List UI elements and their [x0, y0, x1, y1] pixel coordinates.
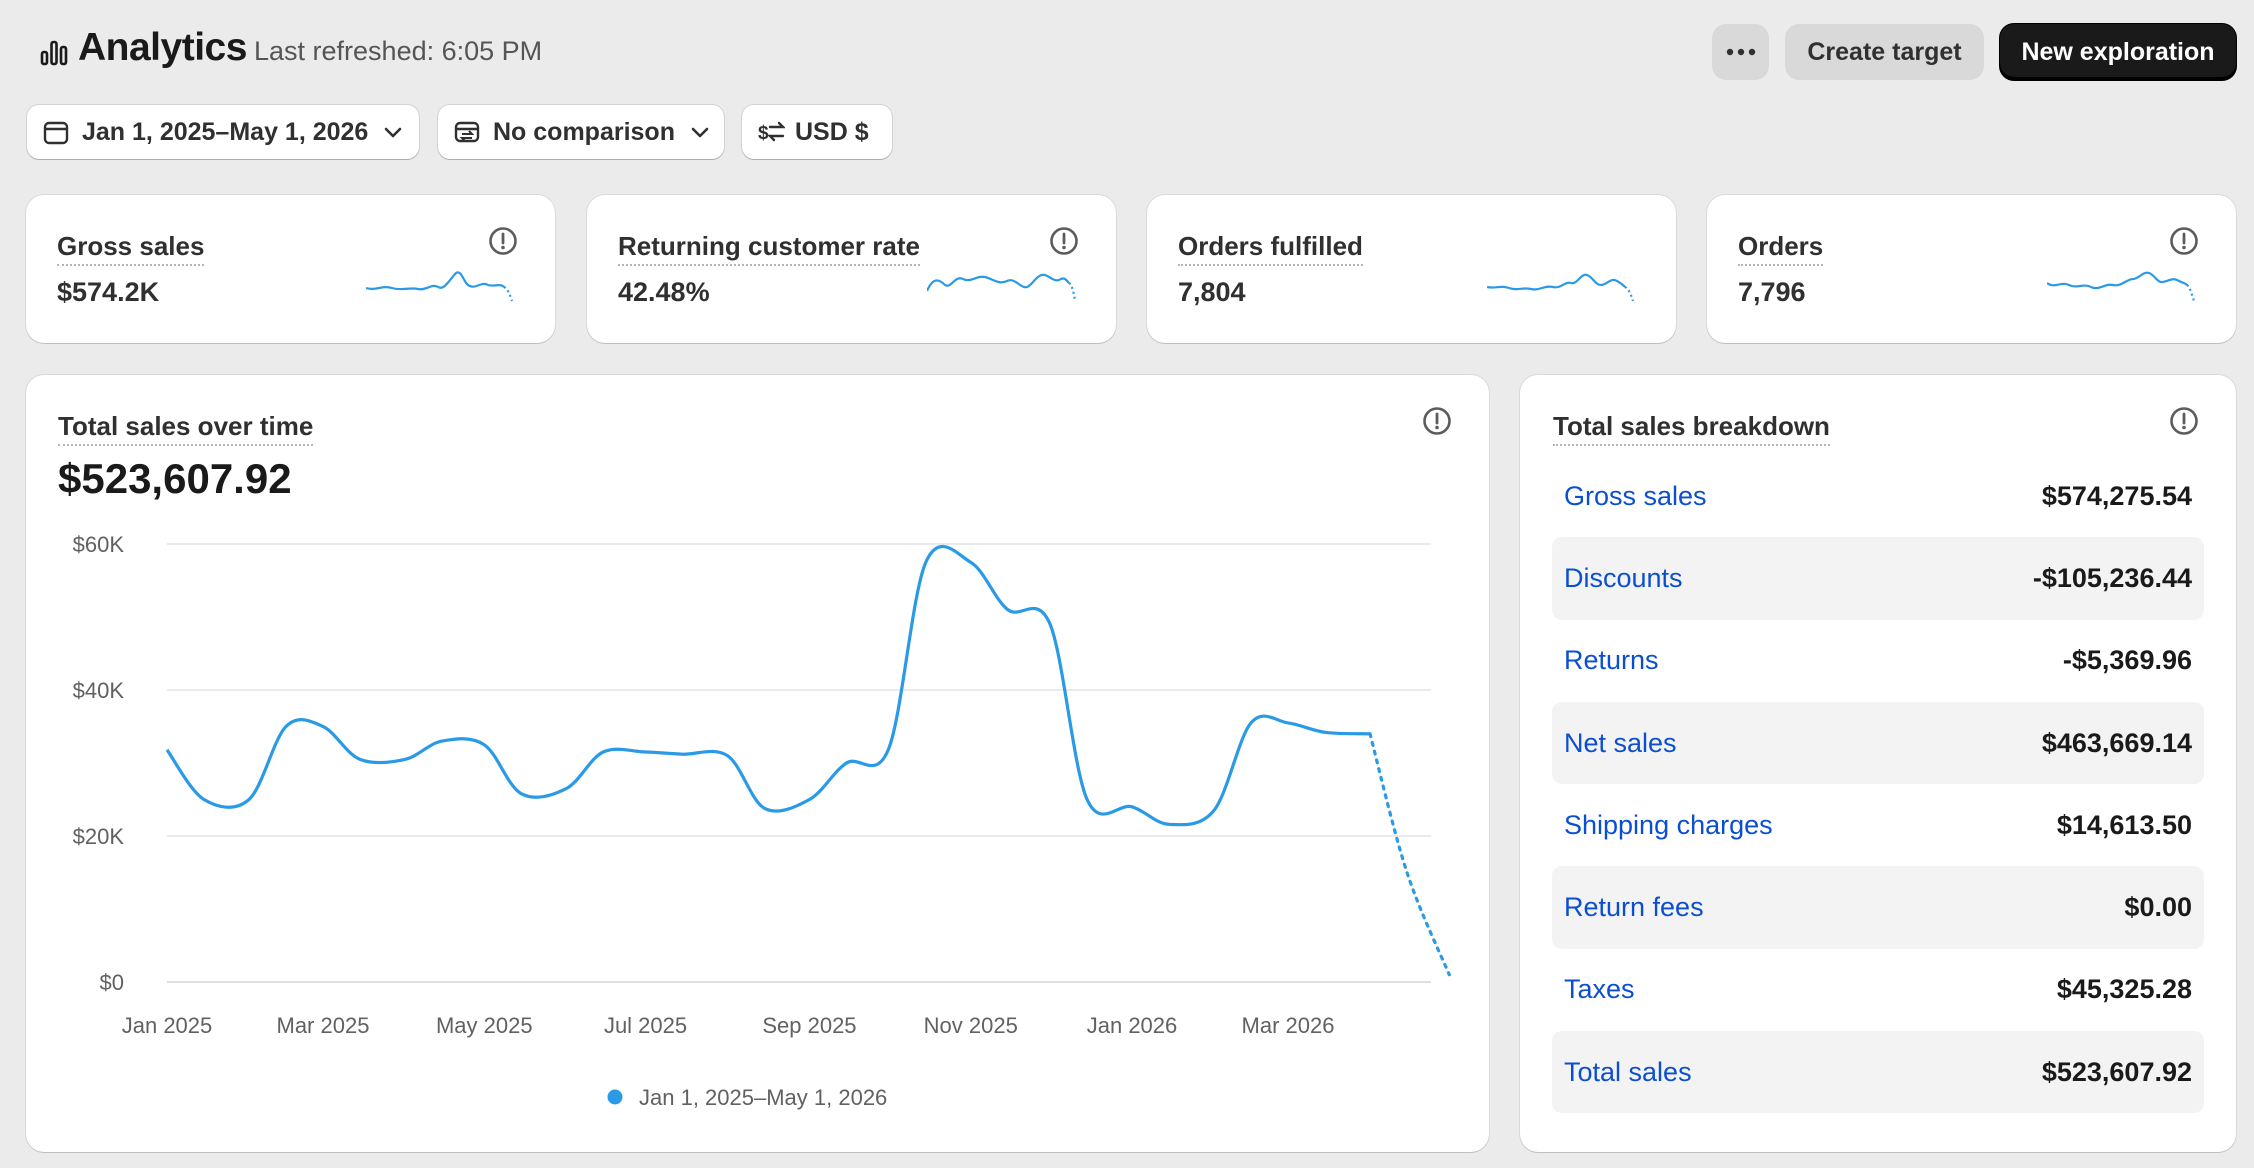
- breakdown-row-return-fees: Return fees $0.00: [1552, 866, 2204, 949]
- kpi-label: Gross sales: [57, 231, 205, 266]
- x-tick-label: Jan 2026: [1087, 1013, 1178, 1038]
- x-tick-label: Jul 2025: [604, 1013, 687, 1038]
- info-icon[interactable]: [2168, 405, 2200, 437]
- breakdown-link[interactable]: Taxes: [1564, 974, 1635, 1005]
- sparkline: [927, 273, 1077, 302]
- breakdown-value: $523,607.92: [2041, 1056, 2192, 1087]
- breakdown-row-taxes: Taxes $45,325.28: [1552, 949, 2204, 1031]
- breakdown-link[interactable]: Net sales: [1564, 727, 1677, 758]
- kpi-label: Orders fulfilled: [1178, 231, 1363, 266]
- breakdown-value: $45,325.28: [2056, 974, 2192, 1005]
- x-tick-label: Mar 2025: [277, 1013, 370, 1038]
- breakdown-list: Gross sales $574,275.54 Discounts -$105,…: [1552, 455, 2204, 1114]
- legend-label: Jan 1, 2025–May 1, 2026: [639, 1085, 887, 1110]
- breakdown-value: $14,613.50: [2056, 809, 2192, 840]
- breakdown-link[interactable]: Total sales: [1564, 1056, 1692, 1087]
- comparison-label: No comparison: [493, 117, 675, 146]
- breakdown-row-total-sales: Total sales $523,607.92: [1552, 1031, 2204, 1114]
- currency-picker[interactable]: $ USD $: [742, 105, 892, 159]
- kpi-value: $574.2K: [57, 277, 160, 307]
- breakdown-row-net-sales: Net sales $463,669.14: [1552, 701, 2204, 785]
- series-line: [165, 545, 1371, 827]
- date-range-picker[interactable]: Jan 1, 2025–May 1, 2026: [27, 105, 419, 159]
- y-tick-label: $20K: [73, 824, 125, 849]
- breakdown-link[interactable]: Discounts: [1564, 562, 1683, 593]
- date-range-label: Jan 1, 2025–May 1, 2026: [82, 117, 369, 146]
- chevron-down-icon: [691, 127, 709, 138]
- breakdown-link[interactable]: Returns: [1564, 645, 1659, 676]
- calendar-icon: [43, 121, 69, 145]
- breakdown-row-discounts: Discounts -$105,236.44: [1552, 537, 2204, 620]
- kpi-label: Orders: [1738, 231, 1824, 266]
- create-target-button[interactable]: Create target: [1785, 24, 1984, 80]
- page-header: Analytics Last refreshed: 6:05 PM Create…: [0, 0, 2254, 100]
- series-line-projected: [1368, 732, 1451, 977]
- breakdown-value: $0.00: [2124, 892, 2192, 923]
- info-icon[interactable]: [2168, 225, 2200, 257]
- bar-chart-icon: [40, 40, 68, 66]
- more-actions-button[interactable]: [1712, 24, 1769, 80]
- kpi-card-gross-sales[interactable]: Gross sales $574.2K: [26, 195, 555, 343]
- breakdown-row-shipping-charges: Shipping charges $14,613.50: [1552, 784, 2204, 866]
- y-tick-label: $0: [100, 970, 124, 995]
- sparkline: [2047, 271, 2196, 302]
- x-tick-label: May 2025: [436, 1013, 533, 1038]
- total-sales-chart-card: Total sales over time $523,607.92 $60K $4…: [26, 375, 1489, 1152]
- page-title: Analytics: [78, 26, 247, 69]
- breakdown-value: -$5,369.96: [2062, 645, 2192, 676]
- currency-label: USD $: [795, 117, 869, 146]
- last-refreshed-text: Last refreshed: 6:05 PM: [254, 36, 543, 66]
- x-tick-label: Nov 2025: [924, 1013, 1018, 1038]
- x-tick-label: Mar 2026: [1242, 1013, 1335, 1038]
- kpi-label: Returning customer rate: [618, 231, 920, 266]
- svg-text:$: $: [758, 123, 769, 144]
- kpi-card-orders[interactable]: Orders 7,796: [1707, 195, 2236, 343]
- kpi-value: 7,796: [1738, 277, 1806, 307]
- calendar-compare-icon: [454, 121, 480, 143]
- breakdown-value: $574,275.54: [2041, 480, 2192, 511]
- kpi-card-returning-customer-rate[interactable]: Returning customer rate 42.48%: [587, 195, 1116, 343]
- comparison-picker[interactable]: No comparison: [438, 105, 724, 159]
- y-tick-label: $60K: [73, 532, 125, 557]
- breakdown-link[interactable]: Gross sales: [1564, 480, 1707, 511]
- y-tick-label: $40K: [73, 678, 125, 703]
- x-tick-label: Jan 2025: [122, 1013, 213, 1038]
- chevron-down-icon: [385, 127, 402, 138]
- kpi-value: 7,804: [1178, 277, 1246, 307]
- chart-title: Total sales over time: [58, 411, 314, 446]
- breakdown-value: -$105,236.44: [2032, 562, 2192, 593]
- kpi-card-orders-fulfilled[interactable]: Orders fulfilled 7,804: [1147, 195, 1676, 343]
- kpi-value: 42.48%: [618, 277, 710, 307]
- info-icon[interactable]: [1421, 405, 1453, 437]
- total-sales-breakdown-card: Total sales breakdown Gross sales $574,2…: [1520, 375, 2236, 1152]
- legend-swatch: [607, 1089, 623, 1105]
- breakdown-row-gross-sales: Gross sales $574,275.54: [1552, 455, 2204, 537]
- currency-exchange-icon: $: [758, 121, 785, 144]
- sparkline: [1487, 273, 1635, 302]
- chart-total-value: $523,607.92: [58, 455, 292, 502]
- sales-line-chart[interactable]: $60K $40K $20K $0 Jan 2025 Mar 2025 May 2025 Ju…: [26, 375, 1489, 1152]
- sparkline: [366, 271, 514, 302]
- info-icon[interactable]: [1048, 225, 1080, 257]
- new-exploration-button[interactable]: New exploration: [2000, 24, 2236, 80]
- ellipsis-icon: [1726, 48, 1755, 56]
- info-icon[interactable]: [487, 225, 519, 257]
- breakdown-row-returns: Returns -$5,369.96: [1552, 620, 2204, 702]
- breakdown-link[interactable]: Shipping charges: [1564, 809, 1773, 840]
- x-tick-label: Sep 2025: [762, 1013, 856, 1038]
- breakdown-value: $463,669.14: [2041, 727, 2192, 758]
- breakdown-title: Total sales breakdown: [1553, 411, 1830, 446]
- breakdown-link[interactable]: Return fees: [1564, 892, 1704, 923]
